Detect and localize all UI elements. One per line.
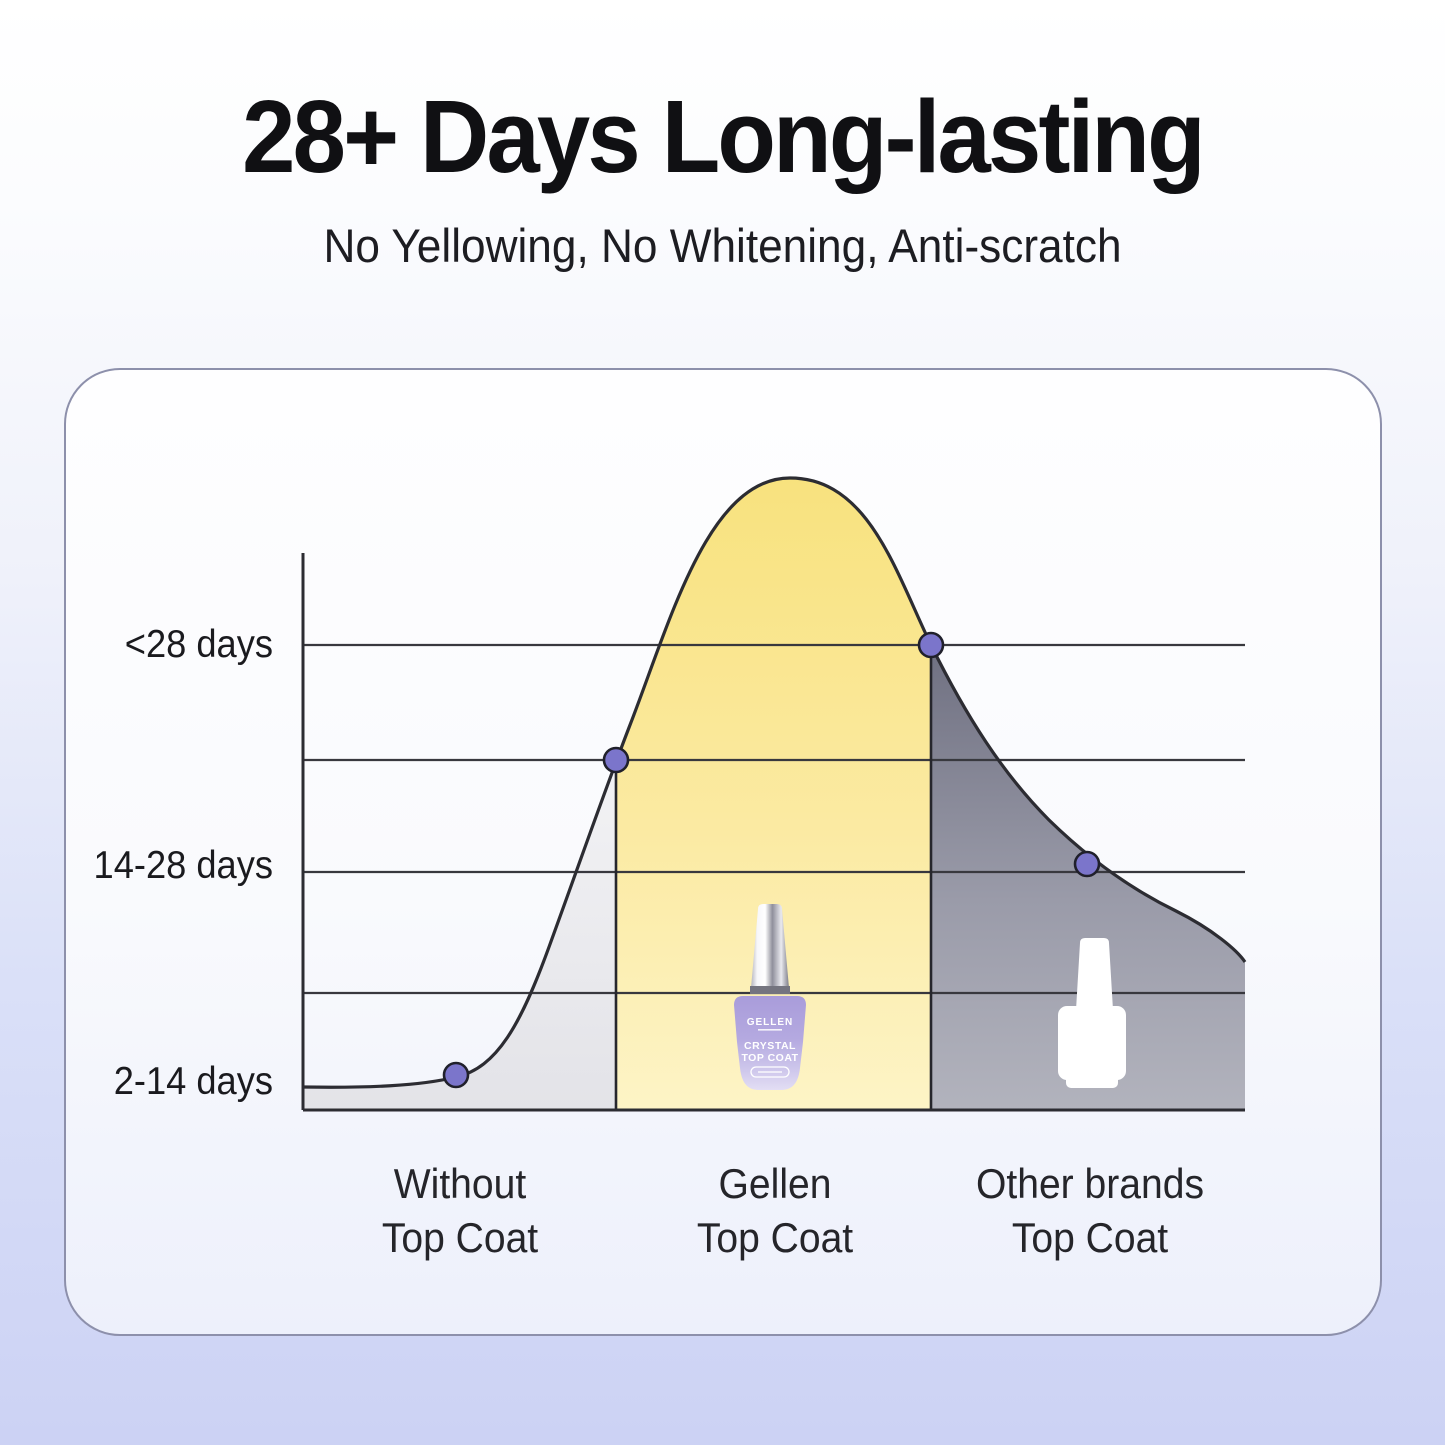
x-axis-label-without-top-coat: Without Top Coat	[307, 1157, 614, 1265]
x-label-line: Top Coat	[381, 1214, 539, 1261]
gellen-bottle-label-box	[750, 1066, 790, 1078]
x-axis-label-gellen-top-coat: Gellen Top Coat	[622, 1157, 929, 1265]
x-label-line: Gellen	[718, 1160, 832, 1207]
other-bottle-body	[1058, 1006, 1126, 1080]
gellen-bottle-crystal-text: CRYSTAL	[744, 1040, 796, 1052]
marker-dots	[442, 631, 1101, 1089]
marker-dot-other-brands	[1073, 850, 1101, 878]
marker-dot-without	[442, 1061, 470, 1089]
x-label-line: Top Coat	[696, 1214, 854, 1261]
gellen-bottle-body	[734, 996, 806, 1090]
page-title: 28+ Days Long-lasting	[242, 79, 1206, 194]
gellen-bottle-cap-base	[750, 986, 790, 994]
page-subtitle: No Yellowing, No Whitening, Anti-scratch	[323, 219, 1122, 272]
x-axis-label-other-brands-top-coat: Other brands Top Coat	[937, 1157, 1244, 1265]
other-brands-bottle-silhouette	[1058, 938, 1126, 1088]
gellen-bottle-topcoat-text: TOP COAT	[741, 1052, 798, 1064]
y-axis-label-2-14-days: 2-14 days	[113, 1060, 273, 1103]
x-label-line: Top Coat	[1011, 1214, 1169, 1261]
gellen-bottle-tagline-rule	[758, 1029, 782, 1031]
marker-dot-gellen-other-boundary	[917, 631, 945, 659]
y-axis-label-28-days: <28 days	[124, 623, 273, 666]
gellen-bottle-cap	[751, 904, 789, 988]
y-axis-label-14-28-days: 14-28 days	[93, 844, 273, 887]
other-bottle-base	[1066, 1070, 1118, 1088]
other-bottle-cap	[1076, 938, 1113, 1010]
region-without-top-coat-fill	[303, 761, 616, 1110]
x-label-line: Without	[393, 1160, 527, 1207]
region-gellen-top-coat-fill	[616, 478, 931, 1110]
marker-dot-without-gellen-boundary	[602, 746, 630, 774]
x-label-line: Other brands	[976, 1160, 1204, 1207]
gellen-bottle: GELLEN CRYSTAL TOP COAT	[734, 904, 806, 1090]
gellen-bottle-brand-text: GELLEN	[747, 1017, 794, 1028]
gellen-bottle-label-box-microtext	[758, 1071, 782, 1073]
